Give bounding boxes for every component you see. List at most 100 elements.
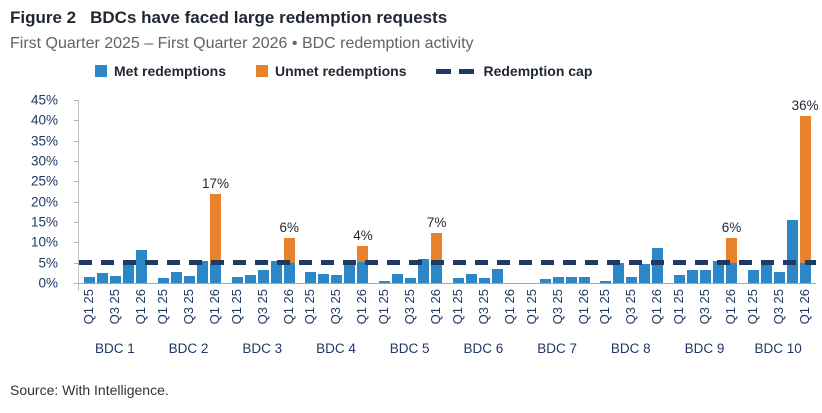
x-tick-group: Q1 25 Q3 25 Q1 26 [299, 289, 373, 324]
x-tick-group: Q1 25 Q3 25 Q1 26 [78, 289, 152, 324]
x-tick-label: Q3 25 [181, 289, 197, 325]
met-bar [270, 261, 282, 283]
bar-group [79, 100, 153, 283]
met-bar [600, 280, 612, 283]
legend-label-cap: Redemption cap [483, 63, 593, 79]
met-bar [110, 276, 122, 283]
x-tick-slot [270, 289, 281, 324]
x-tick-slot [96, 289, 107, 324]
met-bar [344, 265, 356, 283]
bar-slot [465, 100, 477, 283]
y-axis-label: 15% [30, 214, 58, 230]
x-tick-slot [686, 289, 697, 324]
legend-item-redemption-cap: Redemption cap [436, 63, 592, 79]
x-tick-slot [786, 289, 797, 324]
x-tick-slot: Q3 25 [402, 289, 418, 325]
met-bar [318, 273, 330, 283]
x-tick-slot [391, 289, 402, 324]
x-tick-slot [343, 289, 354, 324]
bar-group [595, 100, 669, 283]
met-bar [626, 276, 638, 283]
x-tick-slot: Q3 25 [550, 289, 565, 324]
x-tick-slot: Q3 25 [476, 289, 491, 324]
bar-group [521, 100, 595, 283]
bar-slot [478, 100, 490, 283]
met-bar [283, 262, 295, 283]
x-tick-slot: Q1 25 [450, 289, 465, 324]
y-axis-labels: 45% 40% 35% 30% 25% 20% 15% 10% 5% 0% [0, 93, 70, 291]
x-tick-label: Q3 25 [328, 289, 344, 325]
met-bar [171, 271, 183, 283]
bdc-group-label: BDC 10 [754, 341, 802, 356]
bar-slot [231, 100, 243, 283]
x-tick-slot: Q3 25 [181, 289, 197, 325]
bar-slot: 36% [792, 98, 819, 283]
x-tick-label: Q1 25 [376, 289, 392, 325]
bar-slot [639, 100, 651, 283]
bar-slot [184, 100, 196, 283]
y-axis-tick [74, 283, 79, 284]
x-tick-label: Q3 25 [254, 289, 270, 325]
plot-area: 17% 6% 4% 7% 6% 36% [74, 98, 819, 291]
unmet-bar [283, 238, 295, 263]
bar-slot [392, 100, 404, 283]
x-tick-slot: Q1 25 [744, 289, 760, 325]
met-bar [210, 262, 222, 283]
bar-slot [626, 100, 638, 283]
x-tick-slot: Q1 25 [597, 289, 612, 324]
x-axis-tick-labels: Q1 25 Q3 25 Q1 26 Q1 25 Q3 25 Q1 26 Q1 25 Q3 25… [78, 289, 815, 324]
bar-value-label: 17% [202, 175, 230, 191]
x-tick-slot: Q1 25 [671, 289, 686, 324]
figure-subtitle: First Quarter 2025 – First Quarter 2026 … [10, 35, 474, 52]
unmet-bar [357, 245, 369, 262]
bar-slot [257, 100, 269, 283]
bar-value-label: 6% [721, 220, 742, 236]
bar-group: 6% [226, 100, 300, 283]
x-tick-slot: Q1 26 [502, 289, 517, 324]
y-axis-label: 25% [30, 173, 58, 189]
legend-label-met: Met redemptions [114, 63, 227, 79]
bar-group: 7% [374, 100, 448, 283]
x-tick-slot: Q3 25 [328, 289, 344, 325]
x-tick-slot: Q1 25 [302, 289, 317, 324]
figure-title-row: Figure 2 BDCs have faced large redemption… [10, 8, 447, 28]
x-tick-label: Q3 25 [623, 289, 639, 325]
bar-slot [786, 100, 798, 283]
met-bar [539, 278, 551, 283]
y-axis-tick [74, 222, 79, 223]
x-tick-slot: Q1 26 [575, 289, 591, 325]
y-axis-tick [74, 140, 79, 142]
bar-group: 36% [742, 98, 819, 283]
bar-slot [652, 100, 664, 283]
x-tick-label: Q1 26 [575, 289, 591, 325]
x-tick-slot: Q1 25 [81, 289, 97, 325]
y-axis-label: 5% [38, 255, 58, 271]
bar-slot [379, 100, 391, 283]
x-tick-slot [465, 289, 476, 324]
met-bar [578, 276, 590, 283]
x-tick-slot [122, 289, 133, 324]
x-tick-slot: Q1 26 [281, 289, 296, 324]
x-tick-slot: Q1 26 [649, 289, 664, 324]
y-axis-label: 30% [30, 153, 58, 169]
bar-slot [405, 100, 417, 283]
bar-slot: 7% [427, 100, 446, 283]
x-tick-slot: Q3 25 [697, 289, 712, 324]
met-bar [552, 276, 564, 283]
bar-group: 4% [300, 100, 374, 283]
y-axis-tick [74, 181, 79, 183]
met-bar [773, 272, 785, 283]
chart-legend: Met redemptions Unmet redemptions Redemp… [95, 63, 592, 79]
met-bar [405, 278, 417, 283]
bar-slot [712, 100, 724, 283]
x-tick-label: Q1 25 [81, 289, 97, 325]
met-bar [392, 274, 404, 283]
met-bar [331, 275, 343, 283]
x-tick-label: Q3 25 [402, 289, 418, 325]
legend-item-met-redemptions: Met redemptions [95, 63, 226, 79]
bar-value-label: 6% [279, 220, 300, 236]
y-axis-label: 45% [30, 92, 58, 108]
bar-slot [565, 100, 577, 283]
x-tick-label: Q1 25 [744, 289, 760, 325]
